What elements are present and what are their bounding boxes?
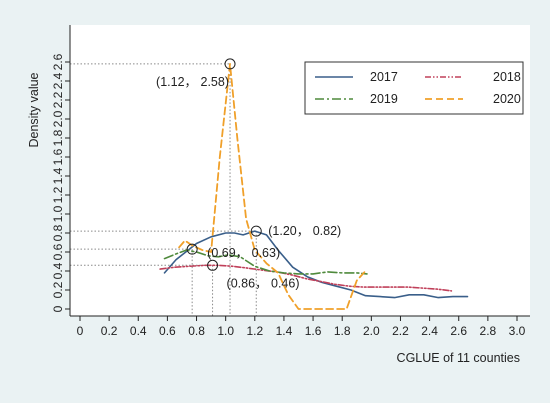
y-tick-label: 2.6 xyxy=(51,53,65,70)
y-tick-label: 0.8 xyxy=(51,224,65,241)
x-tick-label: 0.6 xyxy=(159,324,176,338)
x-tick-label: 0.4 xyxy=(130,324,147,338)
annotation-labels: (1.12， 2.58) (1.20， 0.82) (0.69， 0.63) (0.8… xyxy=(156,75,341,290)
annotation-markers xyxy=(186,58,262,271)
x-tick-label: 2.6 xyxy=(450,324,467,338)
y-axis-title: Density value xyxy=(27,72,41,147)
x-tick-label: 2.8 xyxy=(480,324,497,338)
annotation-label: (0.86， 0.46) xyxy=(227,276,300,290)
y-tick-label: 1.8 xyxy=(51,129,65,146)
series-line-2019 xyxy=(163,249,368,275)
series-line-2020 xyxy=(178,63,367,310)
x-tick-label: 1.2 xyxy=(246,324,263,338)
y-tick-label: 1.4 xyxy=(51,167,65,184)
y-tick-label: 2.0 xyxy=(51,110,65,127)
y-tick-label: 0.4 xyxy=(51,262,65,279)
x-tick-label: 2.0 xyxy=(363,324,380,338)
x-tick-label: 3.0 xyxy=(509,324,526,338)
series-line-2018 xyxy=(159,264,453,292)
axes: 0 0.2 0.4 0.6 0.8 1.0 1.2 1.4 1.6 1.8 2.0 2.2 2.4 2.6… xyxy=(27,25,530,365)
annotation-marker xyxy=(186,243,198,255)
x-tick-label: 1.8 xyxy=(334,324,351,338)
y-tick-label: 2.4 xyxy=(51,72,65,89)
annotation-marker xyxy=(207,259,219,271)
x-tick-label: 0.8 xyxy=(188,324,205,338)
x-tick-label: 2.4 xyxy=(421,324,438,338)
series-line-2017 xyxy=(163,230,469,299)
y-tick-label: 0 xyxy=(51,305,65,312)
y-tick-label: 2.2 xyxy=(51,91,65,108)
annotation-label: (0.69， 0.63) xyxy=(207,246,280,260)
x-tick-label: 0 xyxy=(77,324,84,338)
y-tick-label: 0.6 xyxy=(51,243,65,260)
annotation-marker xyxy=(250,225,262,237)
annotation-label: (1.12， 2.58) xyxy=(156,75,229,89)
annotation-guides xyxy=(70,63,257,316)
x-tick-label: 0.2 xyxy=(101,324,118,338)
legend-label-2017: 2017 xyxy=(370,70,398,84)
x-tick-label: 1.4 xyxy=(276,324,293,338)
legend-box xyxy=(304,61,524,115)
legend-label-2020: 2020 xyxy=(493,92,521,106)
x-tick-label: 1.6 xyxy=(305,324,322,338)
legend: 2017 2018 2019 2020 xyxy=(304,61,524,115)
legend-label-2019: 2019 xyxy=(370,92,398,106)
y-tick-label: 1.0 xyxy=(51,205,65,222)
series-layer xyxy=(159,63,469,310)
x-tick-label: 1.0 xyxy=(217,324,234,338)
y-tick-label: 1.6 xyxy=(51,148,65,165)
annotation-marker xyxy=(224,58,236,70)
annotation-label: (1.20， 0.82) xyxy=(268,224,341,238)
y-tick-label: 1.2 xyxy=(51,186,65,203)
x-axis-title: CGLUE of 11 counties xyxy=(397,351,520,365)
x-tick-label: 2.2 xyxy=(392,324,409,338)
y-tick-label: 0.2 xyxy=(51,281,65,298)
legend-label-2018: 2018 xyxy=(493,70,521,84)
